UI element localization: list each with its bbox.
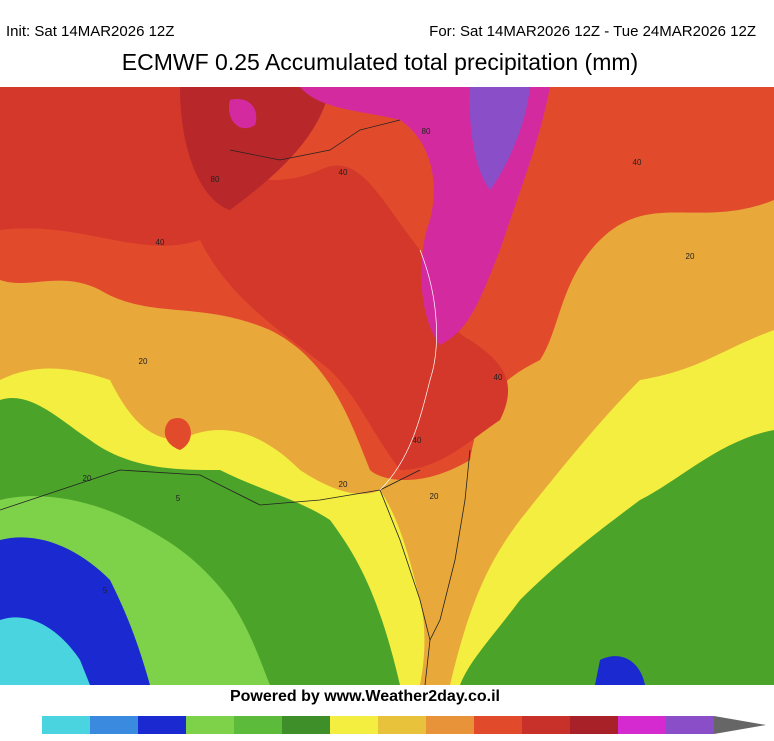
contour-label: 40	[156, 238, 165, 247]
contour-label: 20	[430, 492, 439, 501]
contour-label: 5	[176, 494, 181, 503]
contour-label: 20	[139, 357, 148, 366]
contour-label: 40	[633, 158, 642, 167]
contour-label: 40	[494, 373, 503, 382]
contour-labels: 80 80 40 40 40 20 20 40 40 20 20 20 5 5	[83, 127, 695, 595]
contour-label: 20	[686, 252, 695, 261]
colorbar	[42, 716, 766, 734]
contour-label: 80	[211, 175, 220, 184]
contour-label: 20	[339, 480, 348, 489]
contour-label: 20	[83, 474, 92, 483]
precip-field	[0, 87, 774, 685]
credit: Powered by www.Weather2day.co.il	[230, 688, 500, 705]
contour-label: 40	[413, 436, 422, 445]
contour-label: 5	[103, 586, 108, 595]
contour-label: 40	[339, 168, 348, 177]
init-time: Init: Sat 14MAR2026 12Z	[6, 23, 174, 40]
map-title: ECMWF 0.25 Accumulated total precipitati…	[122, 49, 638, 75]
valid-time: For: Sat 14MAR2026 12Z - Tue 24MAR2026 1…	[429, 23, 756, 40]
contour-label: 80	[422, 127, 431, 136]
